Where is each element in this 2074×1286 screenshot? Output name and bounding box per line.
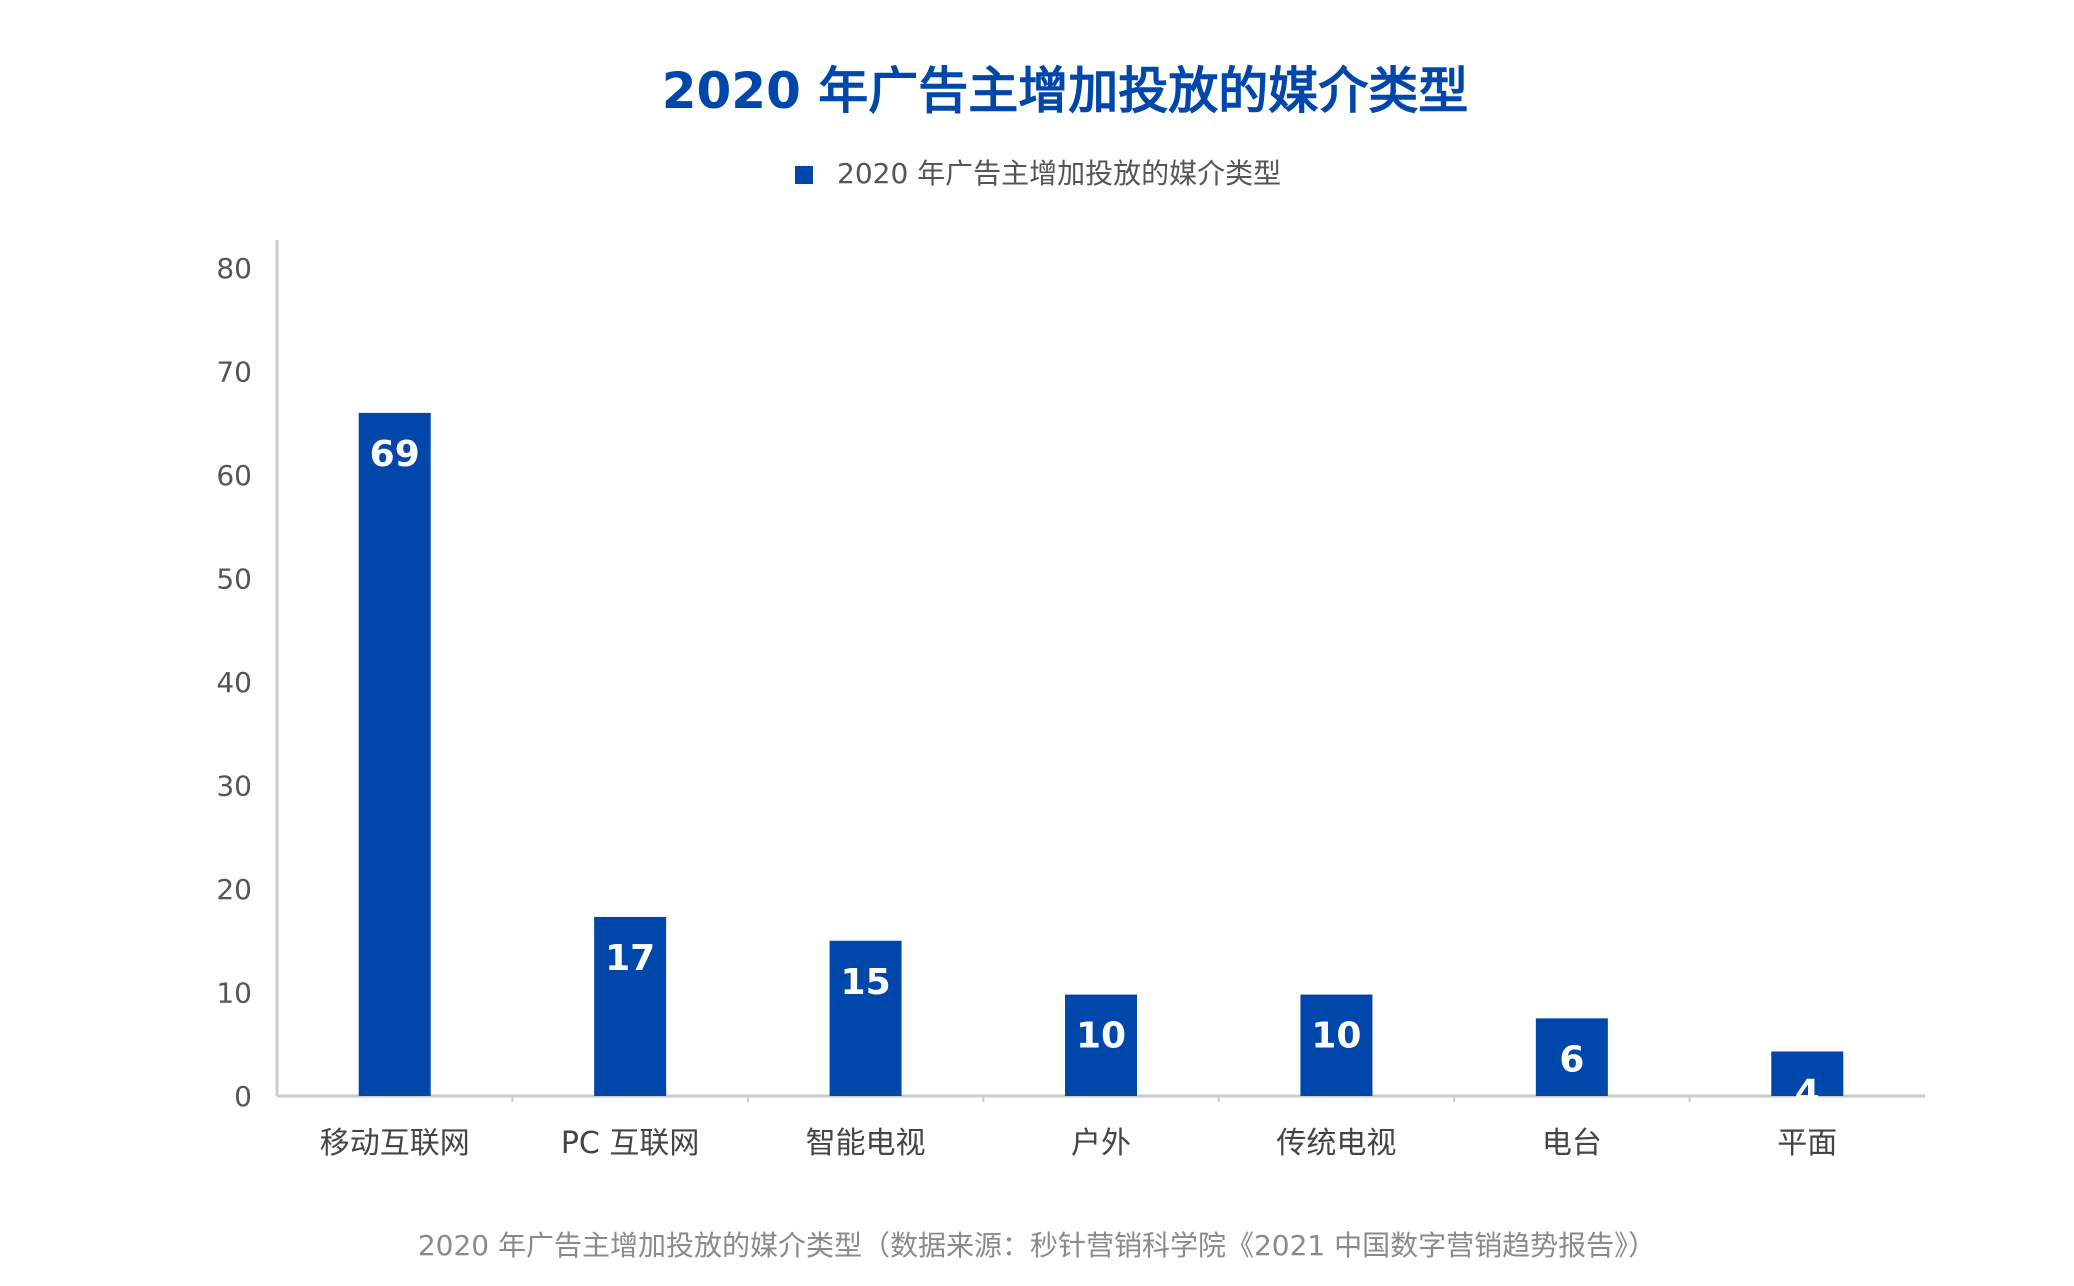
bar-value-label: 15	[841, 962, 891, 1003]
y-tick-label: 50	[216, 563, 252, 596]
bars	[358, 412, 1844, 1096]
y-tick-label: 10	[216, 977, 252, 1010]
bar-value-label: 6	[1559, 1039, 1584, 1080]
x-category-label: PC 互联网	[561, 1126, 700, 1161]
y-tick-label: 70	[216, 356, 252, 389]
x-category-label: 平面	[1777, 1126, 1837, 1161]
x-category-label: 户外	[1071, 1126, 1131, 1161]
bar-labels: 69 17 15 10 10 6 4	[370, 434, 1820, 1114]
bar	[829, 940, 902, 1096]
y-tick-label: 60	[216, 459, 252, 492]
y-axis-ticks: 0 10 20 30 40 50 60 70 80	[216, 252, 252, 1113]
legend: 2020 年广告主增加投放的媒介类型	[795, 157, 1281, 190]
legend-swatch	[795, 166, 813, 184]
bar	[594, 916, 667, 1096]
x-category-label: 传统电视	[1276, 1126, 1396, 1161]
legend-label: 2020 年广告主增加投放的媒介类型	[837, 157, 1281, 190]
x-category-label: 移动互联网	[320, 1126, 470, 1161]
y-tick-label: 40	[216, 666, 252, 699]
chart-title: 2020 年广告主增加投放的媒介类型	[662, 62, 1469, 120]
bar	[358, 412, 431, 1096]
bar	[1535, 1018, 1608, 1096]
y-tick-label: 30	[216, 770, 252, 803]
y-tick-label: 20	[216, 873, 252, 906]
axes	[275, 240, 1925, 1102]
bar	[1300, 994, 1373, 1096]
bar-value-label: 17	[605, 938, 655, 979]
y-tick-label: 0	[234, 1080, 252, 1113]
bar	[1065, 994, 1137, 1096]
bar-value-label: 10	[1311, 1016, 1361, 1057]
chart-caption: 2020 年广告主增加投放的媒介类型（数据来源：秒针营销科学院《2021 中国数…	[418, 1229, 1656, 1262]
bar	[1771, 1051, 1844, 1096]
bar-value-label: 4	[1795, 1072, 1820, 1113]
bar-value-label: 69	[370, 434, 420, 475]
x-category-label: 电台	[1542, 1126, 1602, 1161]
bar-value-label: 10	[1076, 1016, 1126, 1057]
y-tick-label: 80	[216, 252, 252, 285]
x-category-label: 智能电视	[806, 1126, 926, 1161]
x-axis-labels: 移动互联网 PC 互联网 智能电视 户外 传统电视 电台 平面	[320, 1126, 1838, 1161]
